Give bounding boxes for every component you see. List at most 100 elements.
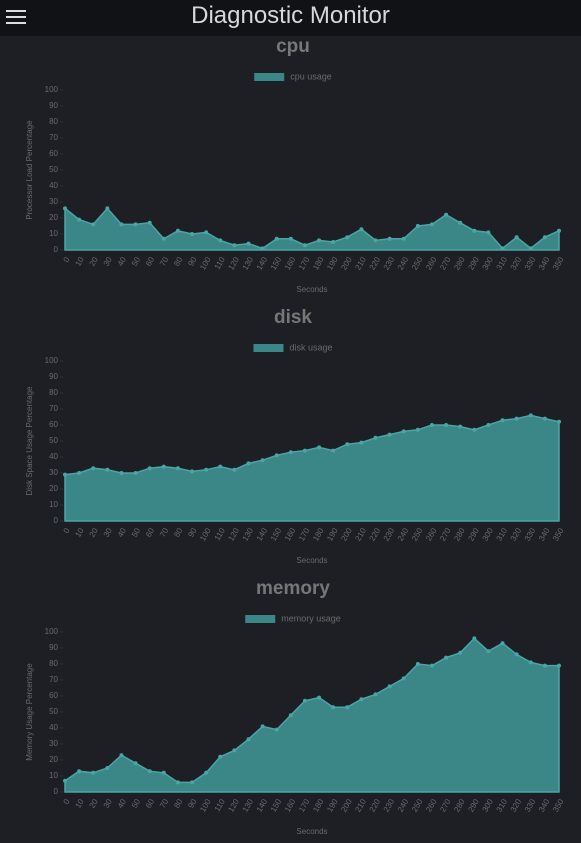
x-tick-label: 120 bbox=[226, 797, 241, 814]
point bbox=[500, 641, 505, 646]
y-tick-label: 100 bbox=[45, 356, 59, 365]
x-tick-label: 150 bbox=[269, 797, 284, 814]
point bbox=[331, 448, 336, 453]
point bbox=[345, 705, 350, 710]
point bbox=[246, 461, 251, 466]
y-tick-label: 50 bbox=[49, 165, 58, 174]
x-tick-label: 200 bbox=[339, 797, 354, 814]
x-tick-label: 70 bbox=[158, 526, 171, 539]
point bbox=[77, 769, 82, 774]
y-tick-label: 100 bbox=[45, 85, 59, 94]
x-tick-label: 10 bbox=[73, 255, 86, 268]
point bbox=[260, 724, 265, 729]
point bbox=[542, 416, 547, 421]
point bbox=[147, 769, 152, 774]
point bbox=[415, 662, 420, 666]
y-tick-label: 40 bbox=[49, 723, 58, 732]
point bbox=[528, 660, 533, 665]
x-tick-label: 200 bbox=[339, 255, 354, 272]
point bbox=[77, 217, 82, 222]
x-tick-label: 160 bbox=[283, 526, 298, 543]
x-tick-label: 290 bbox=[466, 797, 481, 814]
y-tick-label: 90 bbox=[49, 643, 58, 652]
x-tick-label: 10 bbox=[73, 797, 86, 810]
y-tick-label: 20 bbox=[49, 755, 58, 764]
x-tick-label: 330 bbox=[523, 797, 538, 814]
point bbox=[288, 236, 293, 241]
y-tick-label: 10 bbox=[49, 771, 58, 780]
y-tick-label: 10 bbox=[49, 500, 58, 509]
x-tick-label: 340 bbox=[537, 797, 552, 814]
point bbox=[274, 453, 279, 458]
x-tick-label: 110 bbox=[213, 797, 227, 813]
x-tick-label: 210 bbox=[353, 526, 368, 543]
x-tick-label: 290 bbox=[466, 526, 481, 543]
point bbox=[401, 676, 406, 681]
point bbox=[458, 220, 463, 225]
x-tick-label: 300 bbox=[481, 255, 496, 272]
x-tick-label: 130 bbox=[241, 526, 256, 543]
legend-label: memory usage bbox=[281, 613, 341, 623]
x-tick-label: 350 bbox=[551, 255, 566, 272]
x-tick-label: 300 bbox=[481, 797, 496, 814]
point bbox=[331, 240, 336, 244]
x-tick-label: 330 bbox=[523, 526, 538, 543]
y-tick-label: 0 bbox=[54, 787, 59, 796]
x-tick-label: 100 bbox=[198, 797, 213, 814]
y-tick-label: 40 bbox=[49, 452, 58, 461]
point bbox=[514, 652, 519, 657]
top-bar: Diagnostic Monitor bbox=[0, 0, 581, 36]
point bbox=[91, 222, 96, 227]
point bbox=[302, 698, 307, 703]
y-axis-label: Disk Space Usage Percentage bbox=[25, 386, 34, 496]
x-tick-label: 240 bbox=[396, 526, 411, 543]
x-tick-label: 100 bbox=[198, 255, 213, 272]
legend-label: disk usage bbox=[289, 342, 332, 352]
point bbox=[458, 424, 463, 429]
menu-button[interactable] bbox=[6, 9, 28, 27]
point bbox=[429, 222, 434, 227]
x-tick-label: 260 bbox=[424, 526, 439, 543]
x-tick-label: 40 bbox=[116, 526, 129, 539]
point bbox=[458, 650, 463, 655]
y-tick-label: 80 bbox=[49, 659, 58, 668]
point bbox=[331, 705, 336, 710]
y-tick-label: 0 bbox=[54, 245, 59, 254]
point bbox=[415, 427, 420, 432]
y-tick-label: 70 bbox=[49, 404, 58, 413]
x-tick-label: 230 bbox=[382, 255, 397, 272]
chart-title: disk bbox=[274, 307, 312, 328]
point bbox=[317, 238, 322, 243]
y-axis-label: Memory Usage Percentage bbox=[25, 663, 34, 761]
point bbox=[429, 423, 434, 427]
x-tick-label: 140 bbox=[255, 255, 270, 272]
x-tick-label: 0 bbox=[62, 797, 72, 806]
y-axis-label: Processor Load Percentage bbox=[25, 120, 34, 220]
point bbox=[345, 442, 350, 447]
x-tick-label: 80 bbox=[172, 255, 185, 268]
point bbox=[542, 663, 547, 668]
x-tick-label: 310 bbox=[495, 255, 510, 272]
x-tick-label: 110 bbox=[213, 526, 227, 542]
point bbox=[91, 466, 96, 471]
x-tick-label: 240 bbox=[396, 797, 411, 814]
point bbox=[274, 727, 279, 732]
x-tick-label: 260 bbox=[424, 797, 439, 814]
y-tick-label: 50 bbox=[49, 436, 58, 445]
app-title: Diagnostic Monitor bbox=[191, 2, 390, 29]
x-tick-label: 50 bbox=[130, 255, 143, 268]
point bbox=[147, 220, 152, 225]
point bbox=[472, 427, 477, 432]
point bbox=[444, 212, 449, 217]
x-tick-label: 210 bbox=[353, 797, 368, 814]
area bbox=[64, 206, 560, 251]
point bbox=[542, 235, 547, 240]
point bbox=[204, 770, 209, 775]
point bbox=[288, 713, 293, 718]
point bbox=[401, 236, 406, 241]
x-tick-label: 40 bbox=[116, 797, 129, 810]
x-tick-label: 340 bbox=[537, 255, 552, 272]
point bbox=[161, 236, 166, 241]
y-tick-label: 80 bbox=[49, 388, 58, 397]
